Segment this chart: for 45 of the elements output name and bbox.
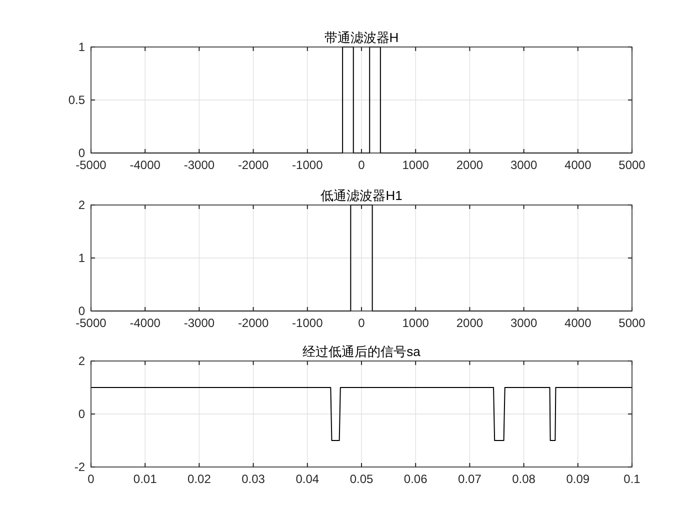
x-tick-label: 1000: [402, 316, 430, 330]
x-tick-label: 0.03: [242, 472, 266, 486]
x-tick-label: -4000: [130, 158, 161, 172]
x-tick-label: 5000: [618, 316, 646, 330]
y-tick-label: 0: [78, 146, 86, 160]
x-tick-label: -2000: [238, 316, 269, 330]
y-tick-label: 2: [78, 354, 86, 368]
x-tick-label: 3000: [510, 158, 538, 172]
x-tick-label: 0: [358, 316, 366, 330]
x-tick-label: 0.01: [133, 472, 158, 486]
x-tick-label: 2000: [456, 316, 484, 330]
y-tick-label: 1: [78, 40, 86, 54]
y-tick-label: -2: [74, 460, 86, 474]
x-tick-label: 0.07: [458, 472, 482, 486]
x-tick-label: 4000: [564, 316, 592, 330]
y-tick-label: 0: [78, 304, 86, 318]
chart-title: 带通滤波器H: [324, 30, 399, 45]
x-tick-label: 0.08: [512, 472, 536, 486]
x-tick-label: 4000: [564, 158, 592, 172]
chart-title: 低通滤波器H1: [320, 188, 402, 203]
x-tick-label: -2000: [238, 158, 269, 172]
x-tick-label: -1000: [292, 158, 324, 172]
y-tick-label: 0: [78, 407, 86, 421]
x-tick-label: -4000: [130, 316, 161, 330]
x-tick-label: 1000: [402, 158, 430, 172]
x-tick-label: -1000: [292, 316, 324, 330]
x-tick-label: 0.06: [404, 472, 428, 486]
y-tick-label: 2: [78, 198, 86, 212]
x-tick-label: -3000: [184, 158, 215, 172]
x-tick-label: 0.02: [188, 472, 212, 486]
x-tick-label: 0.05: [350, 472, 374, 486]
x-tick-label: 5000: [618, 158, 646, 172]
chart-title: 经过低通后的信号sa: [302, 344, 422, 359]
x-tick-label: 0.1: [624, 472, 641, 486]
x-tick-label: -5000: [76, 158, 107, 172]
x-tick-label: 0: [358, 158, 366, 172]
y-tick-label: 1: [78, 251, 86, 265]
x-tick-label: -3000: [184, 316, 215, 330]
x-tick-label: 0.09: [566, 472, 590, 486]
x-tick-label: 2000: [456, 158, 484, 172]
y-tick-label: 0.5: [68, 93, 86, 107]
x-tick-label: 0: [88, 472, 95, 486]
x-tick-label: -5000: [76, 316, 107, 330]
x-tick-label: 3000: [510, 316, 538, 330]
x-tick-label: 0.04: [296, 472, 320, 486]
